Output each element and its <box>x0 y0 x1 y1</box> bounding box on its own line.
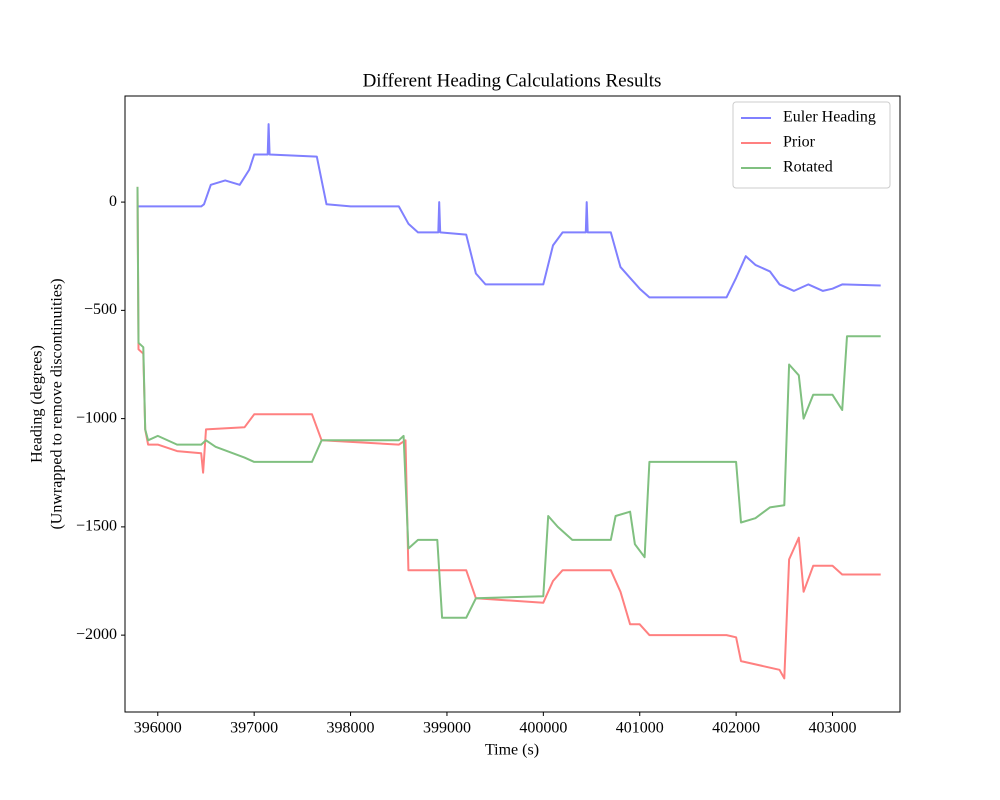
x-tick-label: 398000 <box>327 720 375 737</box>
y-axis-label: (Unwrapped to remove discontinuities) <box>49 278 66 529</box>
y-tick-label: 0 <box>109 193 117 210</box>
legend-label: Rotated <box>783 159 833 176</box>
line <box>136 186 881 680</box>
y-tick-label: −2000 <box>76 626 117 643</box>
x-tick-label: 400000 <box>519 720 567 737</box>
plot-frame <box>124 95 901 713</box>
y-tick-label: −1000 <box>76 409 117 426</box>
chart-title: Different Heading Calculations Results <box>363 70 662 91</box>
legend-label: Euler Heading <box>783 109 876 126</box>
y-tick-label: −1500 <box>76 518 117 535</box>
x-tick-label: 403000 <box>809 720 857 737</box>
line <box>136 186 881 619</box>
x-tick-label: 399000 <box>423 720 471 737</box>
x-axis-label: Time (s) <box>485 742 539 759</box>
legend-label: Prior <box>783 134 816 151</box>
x-tick-label: 402000 <box>712 720 760 737</box>
line <box>138 123 881 299</box>
y-tick-label: −500 <box>84 301 117 318</box>
x-tick-label: 397000 <box>230 720 278 737</box>
x-tick-label: 401000 <box>616 720 664 737</box>
legend-box <box>732 101 891 189</box>
y-axis-label: Heading (degrees) <box>29 345 46 463</box>
x-tick-label: 396000 <box>134 720 182 737</box>
